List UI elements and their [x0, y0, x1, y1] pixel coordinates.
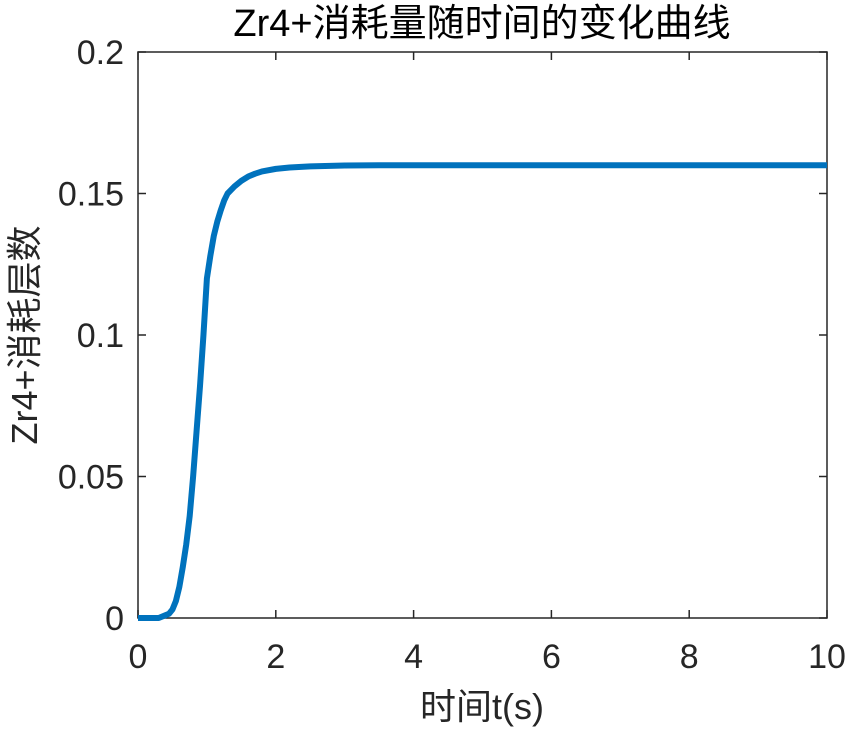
- x-axis-ticks: 0 2 4 6 8 10: [129, 52, 846, 676]
- y-axis-ticks: 0 0.05 0.1 0.15 0.2: [58, 34, 827, 638]
- y-tick-label: 0.1: [77, 317, 124, 355]
- y-axis-label: Zr4+消耗层数: [4, 225, 45, 444]
- y-tick-label: 0.2: [77, 34, 124, 72]
- y-tick-label: 0: [105, 600, 124, 638]
- x-tick-label: 4: [404, 638, 423, 676]
- x-axis-label: 时间t(s): [420, 686, 544, 727]
- x-tick-label: 6: [542, 638, 561, 676]
- y-tick-label: 0.15: [58, 176, 124, 214]
- x-tick-label: 8: [680, 638, 699, 676]
- x-tick-label: 2: [266, 638, 285, 676]
- plot-frame: [137, 51, 828, 619]
- plot-area-box: [137, 51, 828, 619]
- x-tick-label: 10: [808, 638, 846, 676]
- chart-title: Zr4+消耗量随时间的变化曲线: [233, 3, 730, 45]
- x-tick-label: 0: [129, 638, 148, 676]
- y-tick-label: 0.05: [58, 459, 124, 497]
- series-layer: [138, 162, 827, 621]
- series-line-0: [138, 162, 827, 621]
